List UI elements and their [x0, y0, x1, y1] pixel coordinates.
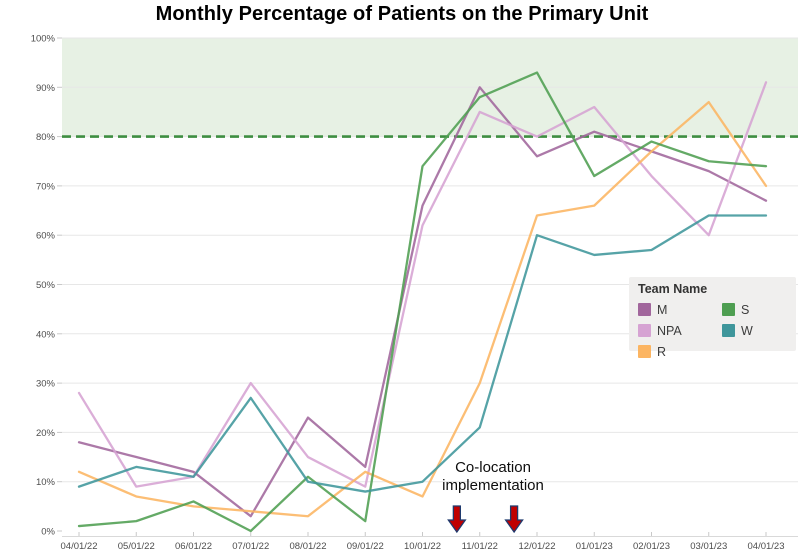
x-axis-label: 09/01/22 — [347, 541, 384, 552]
x-axis-label: 01/01/23 — [576, 541, 613, 552]
legend: Team Name M NPA R S — [629, 277, 796, 359]
legend-column-2: S W — [722, 299, 753, 362]
x-axis-label: 08/01/22 — [290, 541, 327, 552]
legend-swatch-w — [722, 324, 735, 337]
legend-item-npa[interactable]: NPA — [638, 320, 722, 341]
legend-label-s: S — [741, 302, 750, 317]
x-axis-label: 03/01/23 — [690, 541, 727, 552]
y-axis-label: 0% — [41, 527, 55, 538]
legend-item-w[interactable]: W — [722, 320, 753, 341]
y-axis-label: 80% — [36, 132, 56, 143]
legend-label-w: W — [741, 323, 753, 338]
series-line-w[interactable] — [77, 214, 768, 493]
annotation-arrow — [504, 505, 524, 534]
legend-swatch-r — [638, 345, 651, 358]
y-axis-label: 100% — [31, 34, 56, 45]
x-axis-label: 10/01/22 — [404, 541, 441, 552]
legend-label-m: M — [657, 302, 668, 317]
x-axis-label: 07/01/22 — [232, 541, 269, 552]
legend-swatch-m — [638, 303, 651, 316]
x-axis-label: 02/01/23 — [633, 541, 670, 552]
y-axis-label: 10% — [36, 477, 56, 488]
y-axis-label: 90% — [36, 83, 56, 94]
legend-label-r: R — [657, 344, 667, 359]
chart-title: Monthly Percentage of Patients on the Pr… — [155, 3, 649, 25]
x-axis-label: 05/01/22 — [118, 541, 155, 552]
series-line-r[interactable] — [77, 100, 768, 518]
series-line-s[interactable] — [77, 71, 768, 533]
x-axis-label: 11/01/22 — [462, 541, 498, 552]
y-axis-label: 30% — [36, 379, 56, 390]
annotation-co-location: Co-location implementation — [442, 459, 544, 494]
legend-label-npa: NPA — [657, 323, 682, 338]
y-axis-label: 40% — [36, 329, 56, 340]
legend-grid: M NPA R S W — [638, 299, 788, 362]
legend-item-s[interactable]: S — [722, 299, 753, 320]
legend-item-m[interactable]: M — [638, 299, 722, 320]
y-axis-label: 70% — [36, 181, 56, 192]
x-axis-label: 12/01/22 — [519, 541, 556, 552]
x-axis-label: 04/01/22 — [61, 541, 98, 552]
y-axis-label: 60% — [36, 231, 56, 242]
x-axis-label: 04/01/23 — [748, 541, 785, 552]
legend-title: Team Name — [638, 282, 708, 296]
x-axis-label: 06/01/22 — [175, 541, 212, 552]
legend-column-1: M NPA R — [638, 299, 722, 362]
legend-item-r[interactable]: R — [638, 341, 722, 362]
annotation-arrow — [447, 505, 467, 534]
legend-swatch-s — [722, 303, 735, 316]
y-axis-label: 50% — [36, 280, 56, 291]
y-axis-label: 20% — [36, 428, 56, 439]
legend-swatch-npa — [638, 324, 651, 337]
